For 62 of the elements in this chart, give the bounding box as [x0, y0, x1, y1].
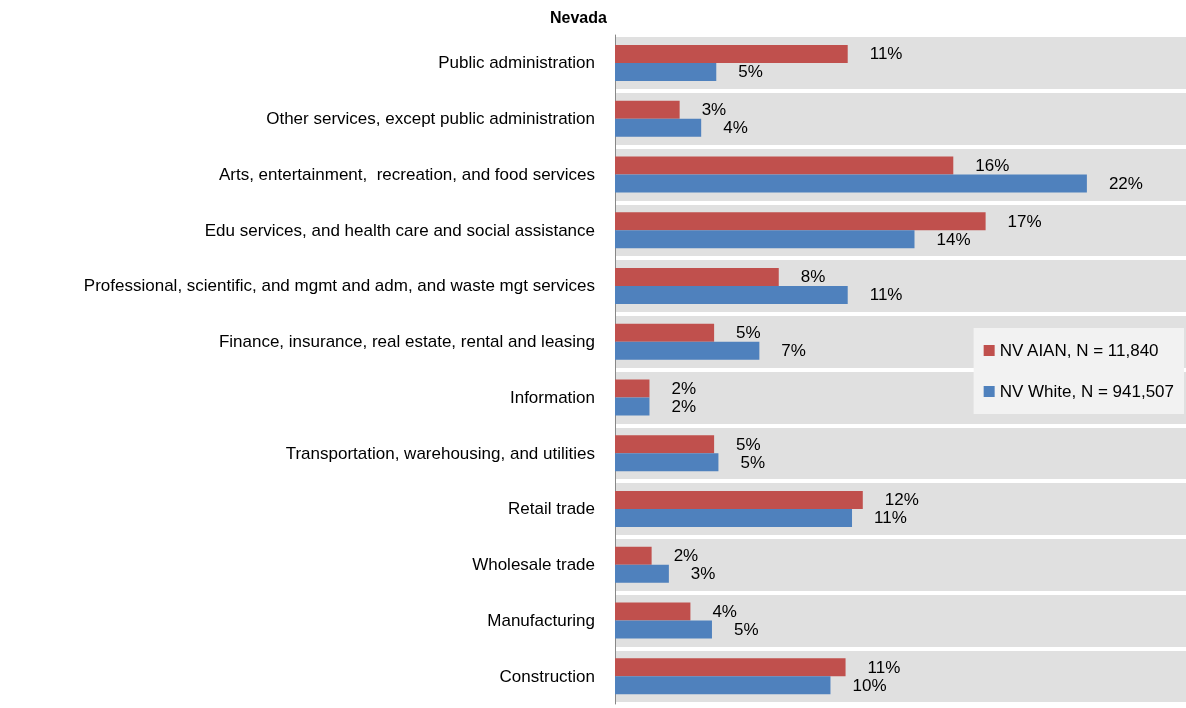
data-label: 16%	[975, 155, 1010, 175]
data-label: 2%	[673, 546, 699, 566]
bar	[615, 100, 680, 119]
data-label: 3%	[701, 100, 727, 120]
bar	[615, 44, 848, 63]
bar	[615, 118, 702, 137]
y-tick-label: Public administration	[438, 53, 595, 73]
bar	[615, 62, 717, 81]
data-label: 4%	[712, 601, 737, 621]
data-label: 5%	[736, 434, 761, 454]
bar	[615, 564, 669, 583]
y-tick-label: Transportation, warehousing, and utilities	[285, 443, 595, 463]
data-label: 17%	[1007, 211, 1042, 231]
y-tick-label: Other services, except public administration	[266, 109, 595, 129]
chart-title: Nevada	[550, 8, 608, 26]
data-label: 14%	[936, 229, 971, 249]
data-label: 22%	[1108, 173, 1143, 193]
bar	[615, 602, 691, 621]
bar	[615, 230, 915, 249]
data-label: 2%	[671, 396, 697, 416]
y-tick-label: Finance, insurance, real estate, rental and leasing	[218, 332, 595, 352]
y-tick-label: Arts, entertainment, recreation, and food services	[218, 164, 595, 184]
data-label: 11%	[869, 285, 903, 305]
bar	[615, 379, 650, 398]
legend-label: NV White, N = 941,507	[999, 382, 1174, 401]
data-label: 8%	[800, 267, 826, 287]
data-label: 2%	[671, 378, 697, 398]
data-label: 12%	[884, 490, 919, 510]
bar	[615, 341, 760, 360]
bar	[615, 212, 986, 231]
bar	[615, 267, 779, 286]
bar	[615, 285, 848, 304]
y-tick-label: Retail trade	[508, 499, 595, 519]
bar	[615, 490, 863, 509]
bar	[615, 323, 715, 342]
data-label: 11%	[874, 508, 907, 528]
y-tick-label: Manufacturing	[487, 610, 595, 630]
data-label: 11%	[869, 44, 903, 64]
data-label: 5%	[736, 323, 761, 343]
bar	[615, 676, 831, 695]
data-label: 4%	[723, 118, 748, 138]
data-label: 5%	[740, 452, 765, 472]
data-label: 11%	[867, 657, 901, 677]
y-tick-label: Construction	[499, 666, 595, 686]
data-label: 7%	[781, 341, 806, 361]
data-label: 3%	[690, 564, 716, 584]
y-tick-label: Information	[509, 387, 595, 407]
bar	[615, 156, 954, 175]
data-label: 10%	[852, 675, 887, 695]
bar	[615, 508, 853, 527]
bar	[615, 397, 650, 416]
legend-label: NV AIAN, N = 11,840	[999, 341, 1159, 360]
y-tick-label: Edu services, and health care and social assistance	[204, 220, 595, 240]
y-tick-label: Professional, scientific, and mgmt and adm, and waste mgt services	[83, 276, 595, 296]
bar	[615, 620, 712, 639]
data-label: 5%	[738, 62, 763, 82]
bar	[615, 453, 719, 472]
bar	[615, 546, 652, 565]
bar	[615, 658, 846, 677]
bar	[615, 435, 715, 454]
y-tick-label: Wholesale trade	[472, 555, 595, 575]
data-label: 5%	[733, 619, 759, 639]
